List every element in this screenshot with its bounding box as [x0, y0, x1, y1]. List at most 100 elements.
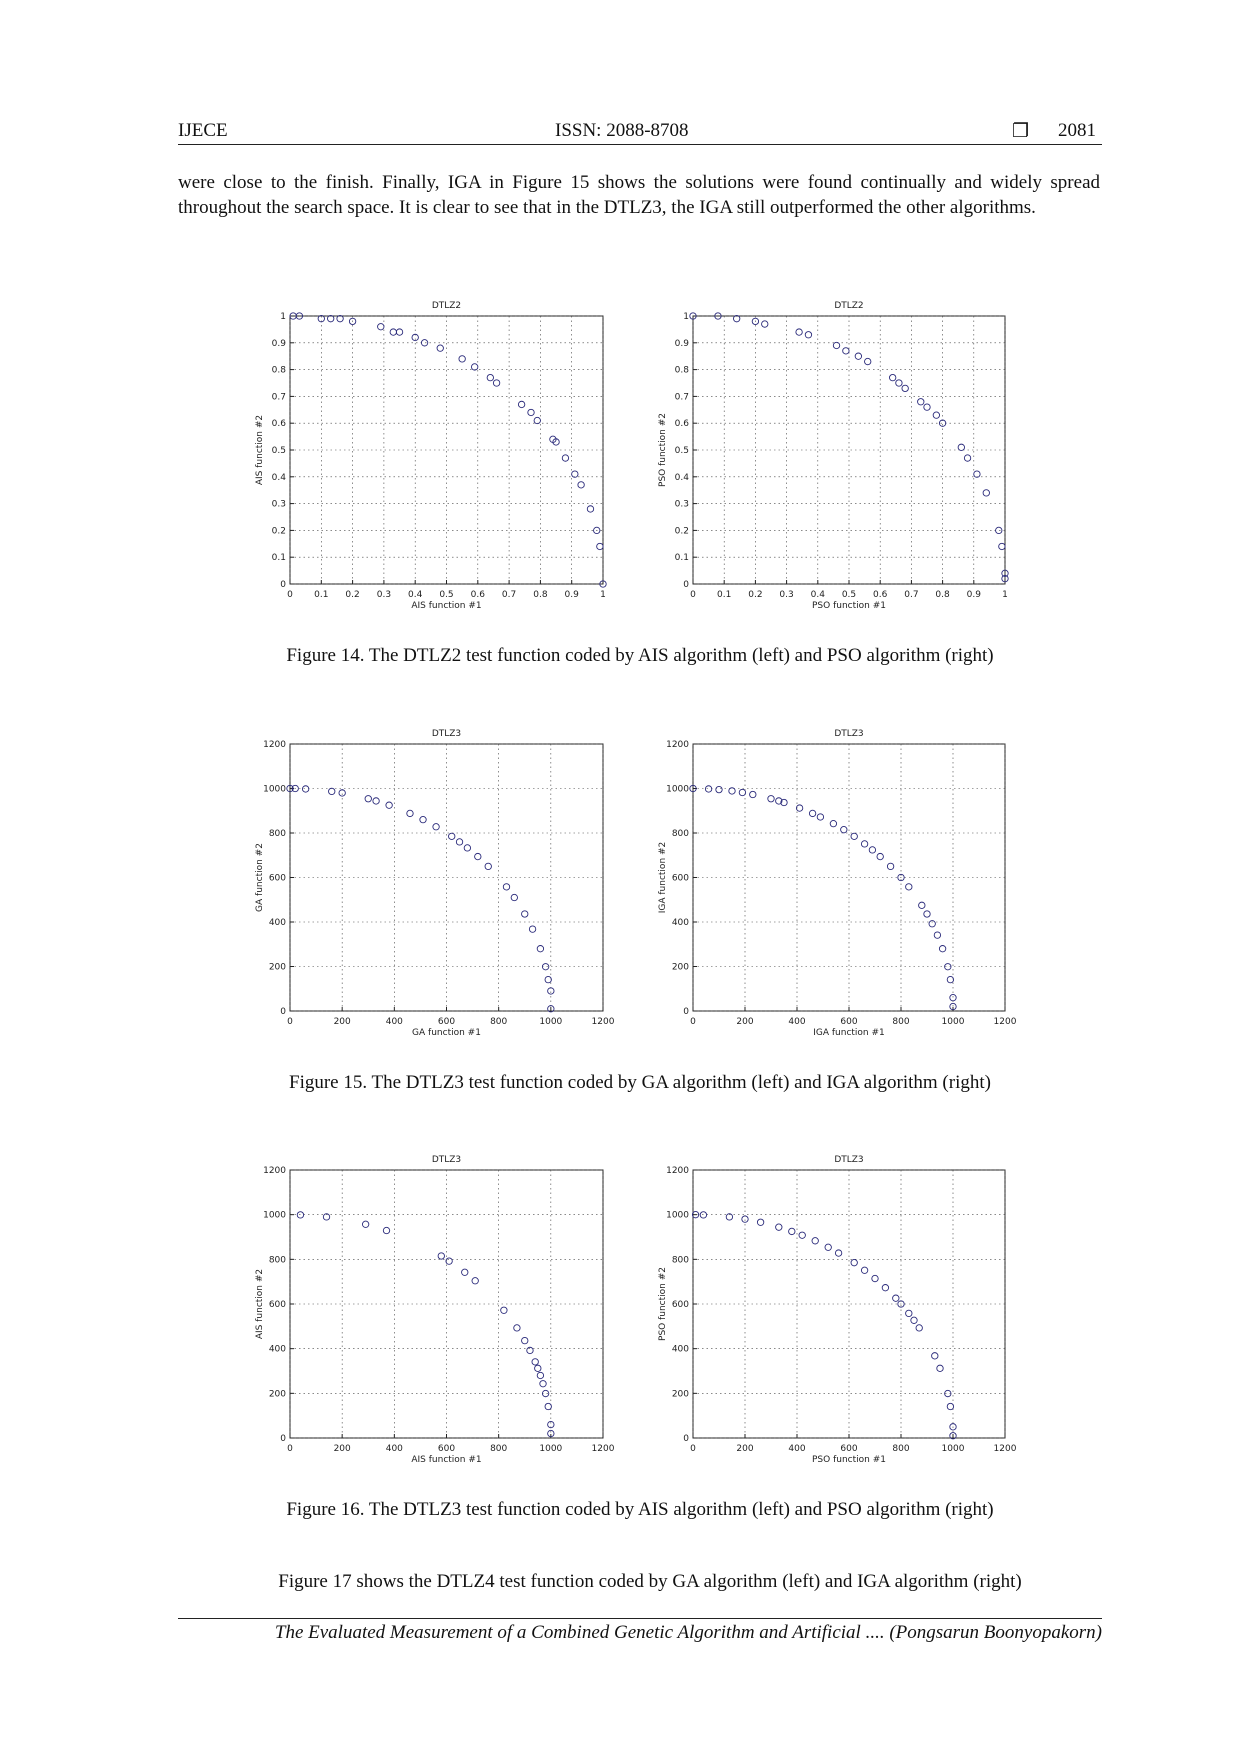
point [471, 1277, 479, 1285]
x-tick-label: 400 [386, 1444, 403, 1454]
point [382, 1226, 391, 1235]
x-tick-label: 0 [287, 1017, 293, 1027]
y-tick-label: 1 [683, 312, 689, 322]
point [348, 317, 357, 326]
point [886, 862, 895, 871]
x-tick-label: 0 [287, 590, 293, 600]
point [377, 323, 385, 331]
point [714, 312, 722, 320]
x-tick-label: 0 [690, 1444, 696, 1454]
y-tick-label: 600 [269, 1300, 286, 1310]
y-tick-label: 0 [280, 580, 286, 590]
point [905, 1309, 913, 1318]
x-tick-label: 1 [600, 590, 606, 600]
point [780, 798, 788, 807]
x-tick-label: 400 [386, 1017, 403, 1027]
x-axis-label: PSO function #1 [812, 1455, 886, 1465]
y-tick-label: 0.9 [675, 339, 690, 349]
y-tick-label: 0.6 [272, 419, 287, 429]
point [733, 315, 741, 323]
point [593, 526, 601, 535]
point [804, 331, 813, 339]
footer-author: .... (Pongsarun Boonyopakorn) [865, 1622, 1102, 1643]
caption: Figure 16. The DTLZ3 test function coded… [286, 1499, 994, 1520]
point [808, 809, 817, 818]
point [286, 784, 294, 793]
point [436, 344, 444, 352]
y-tick-label: 400 [672, 918, 689, 928]
point [923, 910, 931, 918]
point [850, 1259, 858, 1267]
footer-rule [178, 1618, 1102, 1619]
x-tick-label: 0 [690, 1017, 696, 1027]
x-tick-label: 0.3 [377, 590, 391, 600]
point [928, 920, 936, 928]
point [463, 844, 472, 852]
x-tick-label: 0.1 [314, 590, 328, 600]
y-tick-label: 0 [683, 1434, 689, 1444]
chart-title: DTLZ3 [834, 729, 863, 739]
point [336, 315, 344, 323]
point [795, 328, 803, 336]
plot-frame [692, 1169, 1006, 1439]
x-tick-label: 1200 [592, 1017, 615, 1027]
point [832, 341, 841, 350]
point [982, 489, 990, 497]
point [513, 1324, 521, 1332]
y-tick-label: 600 [672, 874, 689, 884]
y-tick-label: 0.8 [272, 366, 287, 376]
point [689, 784, 697, 793]
point [860, 840, 869, 848]
y-tick-label: 800 [672, 829, 689, 839]
point [322, 1213, 331, 1221]
plot-frame [692, 743, 1006, 1012]
x-tick-label: 0.9 [967, 590, 982, 600]
y-tick-label: 1200 [263, 740, 286, 750]
point [938, 945, 947, 953]
y-tick-label: 0.6 [675, 419, 690, 429]
point [973, 470, 981, 478]
point [775, 797, 783, 805]
point [411, 333, 419, 342]
point [541, 1389, 550, 1398]
y-tick-label: 200 [672, 963, 689, 973]
point [395, 328, 404, 336]
y-tick-label: 0.5 [272, 446, 286, 456]
y-axis-label: PSO function #2 [658, 413, 668, 487]
point [689, 312, 697, 320]
x-tick-label: 1 [1002, 590, 1008, 600]
point [944, 1389, 952, 1398]
y-tick-label: 400 [269, 918, 286, 928]
x-tick-label: 600 [840, 1017, 857, 1027]
point [389, 328, 397, 336]
x-tick-label: 400 [788, 1017, 805, 1027]
point [889, 373, 897, 382]
point [599, 580, 607, 588]
header-symbol: ❐ [1012, 121, 1030, 142]
x-tick-label: 600 [840, 1444, 857, 1454]
point [492, 379, 501, 387]
x-axis-label: PSO function #1 [812, 601, 886, 611]
point [854, 352, 863, 360]
point [552, 438, 560, 446]
x-tick-label: 400 [788, 1444, 805, 1454]
x-tick-label: 1000 [539, 1444, 562, 1454]
point [406, 809, 414, 818]
point [547, 1429, 555, 1438]
point [704, 785, 713, 793]
point [741, 1215, 749, 1223]
y-tick-label: 1 [280, 312, 286, 322]
x-tick-label: 0.5 [439, 590, 453, 600]
point [946, 1402, 955, 1411]
y-tick-label: 0 [280, 1434, 286, 1444]
x-tick-label: 1000 [539, 1017, 562, 1027]
point [932, 411, 941, 419]
footer-title: The Evaluated Measurement of a Combined … [274, 1622, 861, 1643]
point [327, 315, 335, 323]
y-tick-label: 1000 [263, 1211, 286, 1221]
paragraph: were close to the finish. Finally, IGA i… [178, 172, 1100, 218]
y-tick-label: 1200 [666, 1166, 689, 1176]
point [963, 454, 972, 462]
x-tick-label: 800 [892, 1444, 909, 1454]
point [842, 347, 850, 355]
